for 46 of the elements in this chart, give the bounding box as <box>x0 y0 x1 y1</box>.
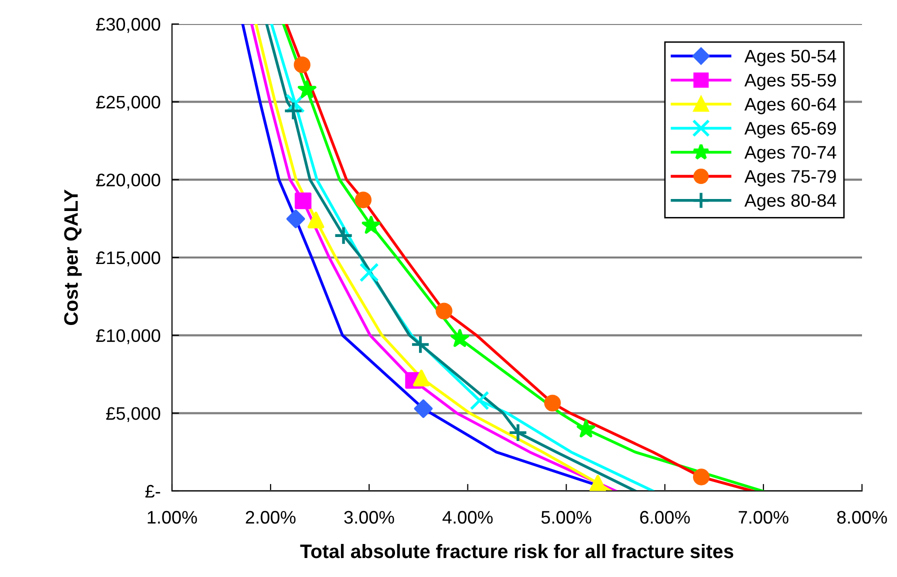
point <box>334 226 354 246</box>
x-tick-label: 3.00% <box>344 510 394 524</box>
x-tick-label: 5.00% <box>541 510 592 524</box>
legend-label: Ages 65-69 <box>744 122 836 138</box>
x-tick-label: 4.00% <box>442 510 493 524</box>
point <box>576 419 596 438</box>
x-tick-label: 1.00% <box>148 510 197 524</box>
point <box>508 422 528 442</box>
point <box>544 394 561 412</box>
point <box>354 192 372 208</box>
legend-label: Ages 70-74 <box>744 146 836 162</box>
legend-label: Ages 50-54 <box>744 50 836 66</box>
point <box>410 334 430 354</box>
x-tick-label: 8.00% <box>837 510 887 524</box>
x-axis-title: Total absolute fracture risk for all fracture sites <box>300 544 734 558</box>
point <box>362 216 380 234</box>
point <box>308 212 324 228</box>
y-tick-label: £25,000 <box>96 96 160 111</box>
x-tick-label: 7.00% <box>738 510 788 524</box>
point <box>436 302 452 320</box>
point <box>589 474 606 491</box>
y-tick-label: £30,000 <box>96 18 160 33</box>
point <box>470 390 490 410</box>
legend-label: Ages 55-59 <box>744 74 836 90</box>
point <box>284 101 303 121</box>
point <box>285 94 305 114</box>
legend-label: Ages 60-64 <box>744 98 836 114</box>
point <box>413 370 430 386</box>
point <box>359 262 379 282</box>
y-tick-label: £10,000 <box>96 329 160 344</box>
point <box>294 192 312 210</box>
legend-label: Ages 80-84 <box>744 194 836 210</box>
point <box>414 399 433 418</box>
legend-label: Ages 75-79 <box>744 170 836 186</box>
y-tick-label: £20,000 <box>96 174 160 189</box>
point <box>298 80 316 98</box>
point <box>286 210 305 228</box>
y-tick-label: £5,000 <box>106 407 160 422</box>
y-axis-title: Cost per QALY <box>64 190 82 325</box>
point <box>692 468 710 486</box>
point <box>450 329 470 347</box>
x-tick-label: 6.00% <box>640 510 690 524</box>
y-tick-label: £15,000 <box>96 251 160 266</box>
point <box>294 56 310 74</box>
y-tick-label: £- <box>145 484 160 498</box>
x-tick-label: 2.00% <box>246 510 296 524</box>
